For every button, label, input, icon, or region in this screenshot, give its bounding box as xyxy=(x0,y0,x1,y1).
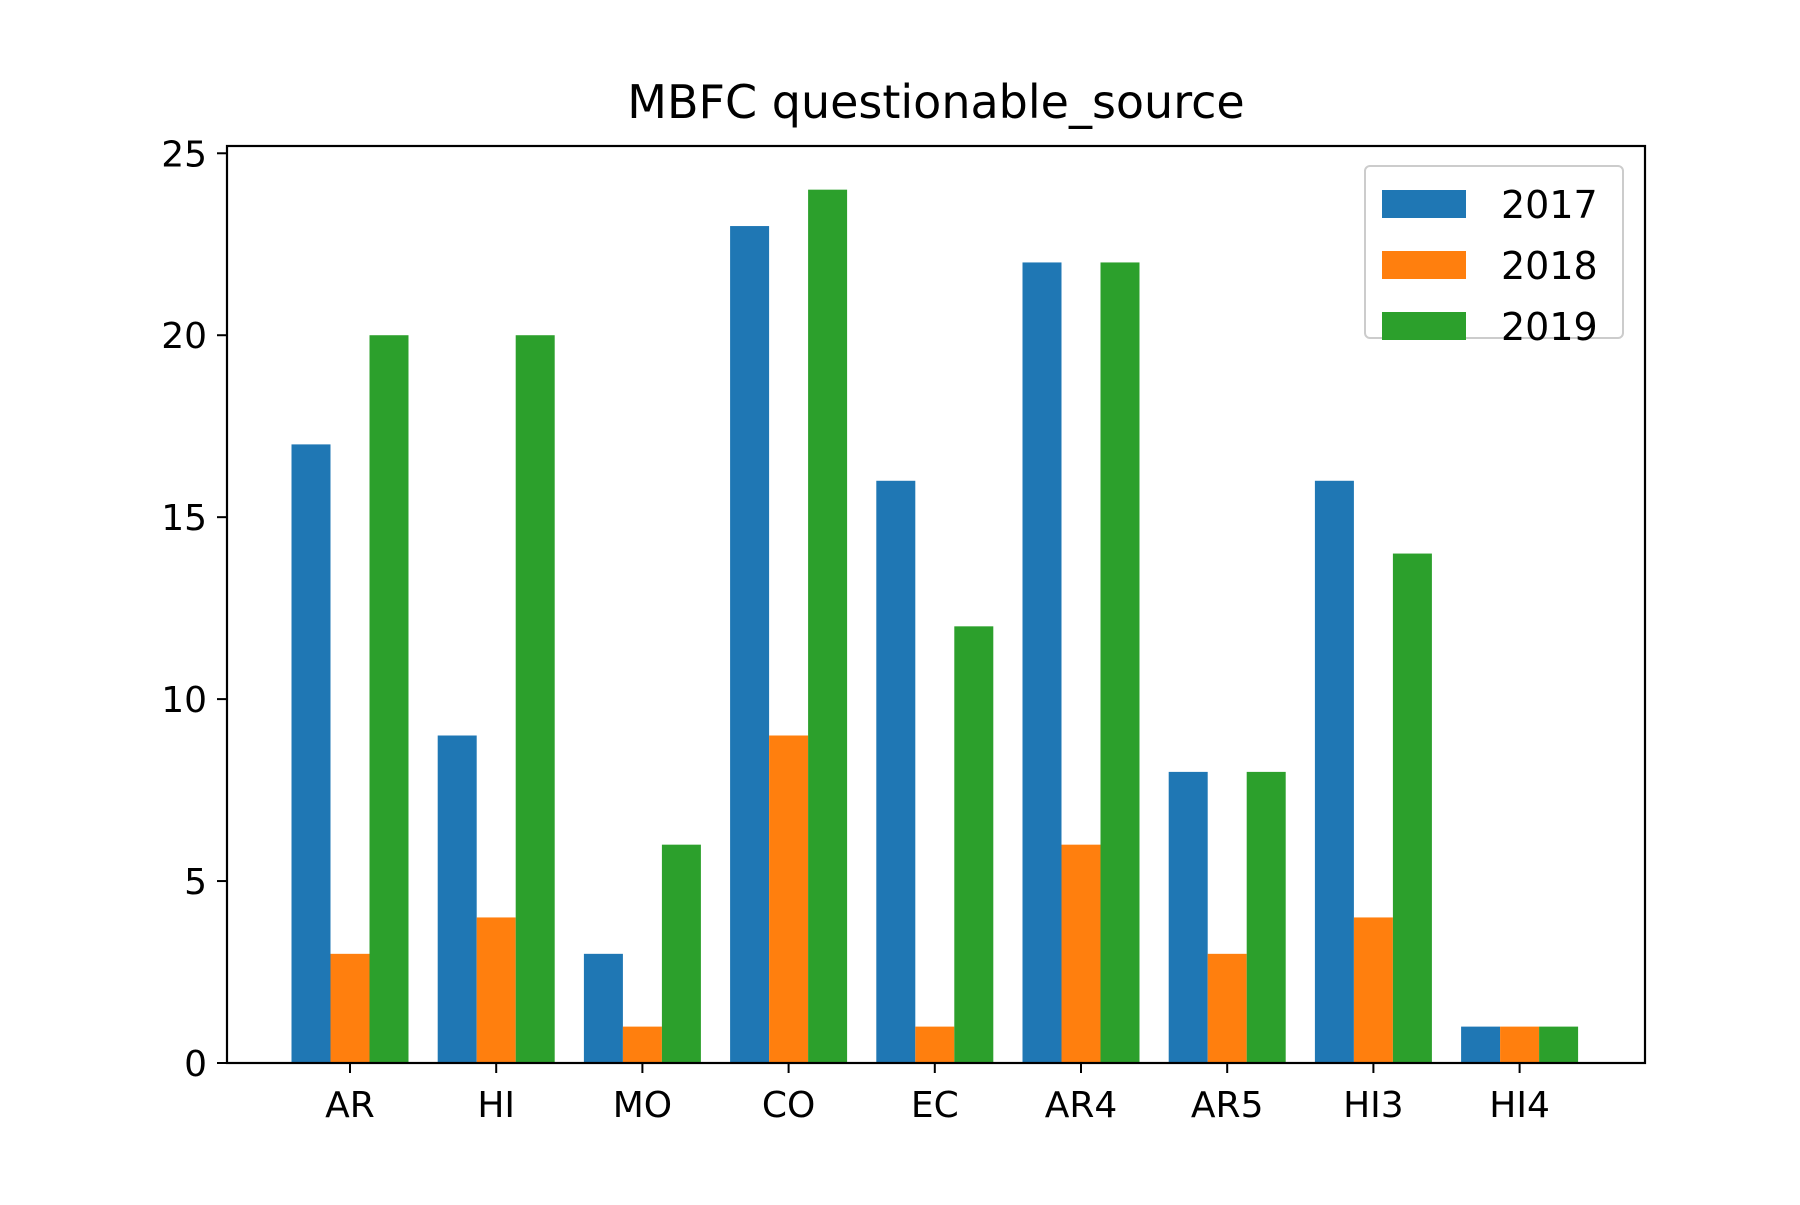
bar-2017-CO xyxy=(730,226,770,1064)
bar-2018-HI3 xyxy=(1353,917,1393,1063)
x-tick-label: CO xyxy=(762,1085,815,1126)
y-tick-label: 15 xyxy=(161,498,207,539)
bar-2019-HI xyxy=(515,335,555,1063)
bar-2017-AR xyxy=(291,444,331,1063)
legend-label-2019: 2019 xyxy=(1501,305,1598,349)
bar-2019-HI3 xyxy=(1392,553,1432,1063)
plot-frame xyxy=(225,144,1647,1065)
legend: 2017 2018 2019 xyxy=(1364,165,1624,349)
x-tick-label: AR xyxy=(325,1085,375,1126)
bar-2018-HI xyxy=(476,917,516,1063)
legend-swatch-2018 xyxy=(1382,251,1466,279)
y-tick-label: 5 xyxy=(184,862,207,903)
bar-2017-EC xyxy=(876,480,916,1063)
bar-2018-HI4 xyxy=(1500,1026,1540,1063)
y-tick-label: 0 xyxy=(184,1044,207,1085)
bars-layer xyxy=(291,189,1579,1064)
bar-2017-HI xyxy=(437,735,477,1063)
bar-2019-AR4 xyxy=(1100,262,1140,1063)
bar-2019-AR5 xyxy=(1246,771,1286,1063)
x-tick-label: HI xyxy=(477,1085,515,1126)
bar-2019-EC xyxy=(954,626,994,1063)
bar-2018-CO xyxy=(769,735,809,1063)
y-tick-label: 20 xyxy=(161,316,207,357)
bar-2018-MO xyxy=(622,1026,662,1063)
bar-2017-AR4 xyxy=(1022,262,1062,1063)
y-tick-label: 10 xyxy=(161,680,207,721)
x-tick-label: MO xyxy=(613,1085,672,1126)
bar-2019-CO xyxy=(808,189,848,1063)
x-tick-label: AR4 xyxy=(1045,1085,1118,1126)
bar-2018-AR4 xyxy=(1061,844,1101,1063)
bar-2018-AR xyxy=(330,953,370,1063)
y-axis: 0 5 10 15 20 25 xyxy=(161,134,227,1085)
legend-label-2017: 2017 xyxy=(1501,183,1598,227)
bar-2019-HI4 xyxy=(1539,1026,1579,1063)
bar-2018-EC xyxy=(915,1026,955,1063)
x-tick-label: AR5 xyxy=(1191,1085,1264,1126)
x-tick-label: HI4 xyxy=(1489,1085,1550,1126)
chart-title: MBFC questionable_source xyxy=(627,75,1244,129)
x-axis: AR HI MO CO EC AR4 AR5 HI3 HI4 xyxy=(325,1063,1550,1126)
bar-2018-AR5 xyxy=(1207,953,1247,1063)
bar-2017-MO xyxy=(583,953,623,1063)
bar-2017-HI4 xyxy=(1461,1026,1501,1063)
legend-swatch-2017 xyxy=(1382,190,1466,218)
x-tick-label: EC xyxy=(911,1085,959,1126)
legend-swatch-2019 xyxy=(1382,312,1466,340)
bar-2017-AR5 xyxy=(1168,771,1208,1063)
bar-2019-MO xyxy=(661,844,701,1063)
bar-2019-AR xyxy=(369,335,409,1063)
x-tick-label: HI3 xyxy=(1343,1085,1404,1126)
bar-2017-HI3 xyxy=(1314,480,1354,1063)
legend-label-2018: 2018 xyxy=(1501,244,1598,288)
y-tick-label: 25 xyxy=(161,134,207,175)
